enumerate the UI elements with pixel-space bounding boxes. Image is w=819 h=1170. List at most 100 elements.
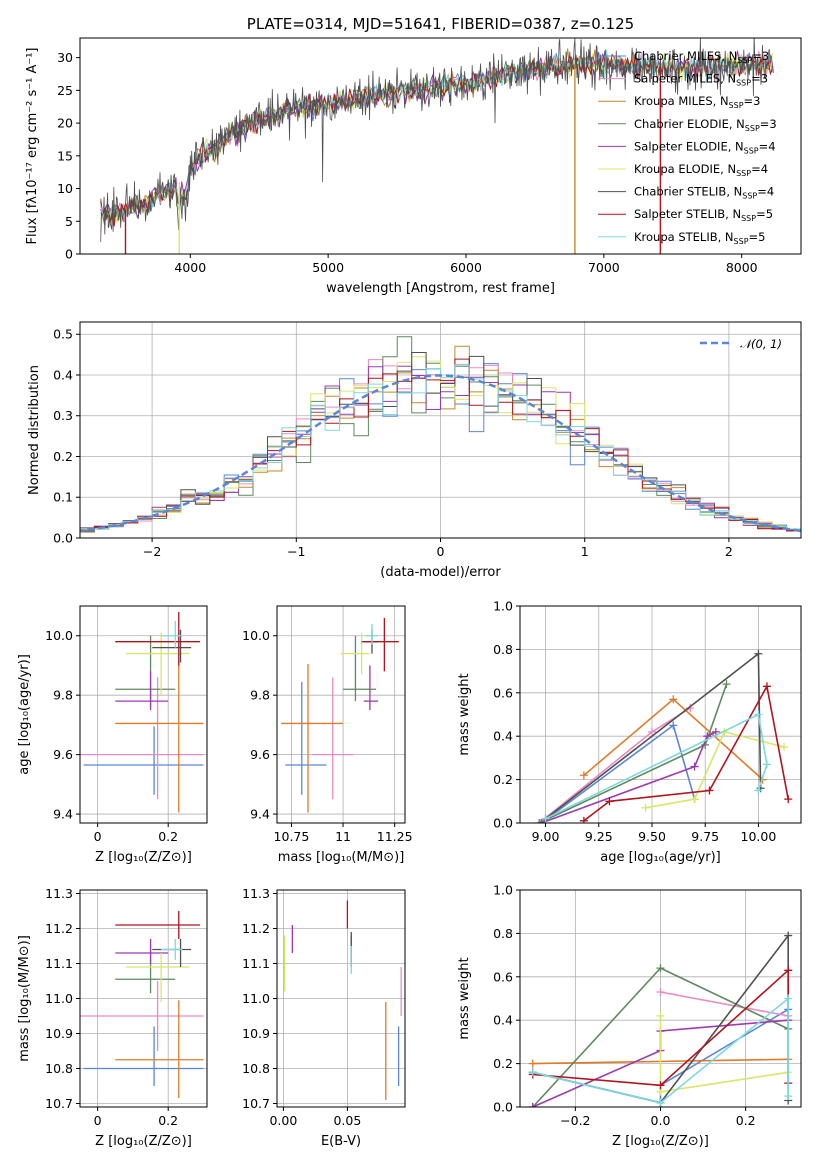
errorbar-point bbox=[115, 671, 169, 711]
x-tick-label: 4000 bbox=[174, 260, 206, 275]
y-tick-label: 0.6 bbox=[493, 685, 513, 700]
x-tick-label: 6000 bbox=[450, 260, 482, 275]
errorbar-point bbox=[80, 981, 204, 1051]
y-tick-label: 10.9 bbox=[45, 1026, 73, 1041]
mass-weight-marker bbox=[656, 1011, 665, 1020]
mass-weight-marker bbox=[656, 1081, 665, 1090]
errorbar-point bbox=[365, 623, 379, 645]
legend-entry: Chabrier STELIB, NSSP=4 bbox=[634, 185, 774, 201]
x-tick-label: 7000 bbox=[588, 260, 620, 275]
plot-area-mass_vs_ebv bbox=[284, 900, 402, 1100]
y-tick-label: 10.8 bbox=[45, 1061, 73, 1076]
plot-area-age_vs_Z bbox=[80, 611, 204, 813]
plot-area-mass_vs_Z bbox=[80, 911, 204, 1099]
x-tick-label: 0.05 bbox=[333, 1113, 361, 1128]
y-tick-label: 9.8 bbox=[250, 688, 270, 703]
errorbar-point bbox=[115, 663, 204, 813]
mass-weight-marker bbox=[647, 727, 656, 736]
x-tick-label: 9.25 bbox=[585, 829, 613, 844]
mass-weight-marker bbox=[579, 771, 588, 780]
plot-area-weight_vs_age bbox=[535, 649, 793, 823]
axis-frame-weight_vs_Z: −0.2 0.0 0.2 0.0 0.2 0.4 0.6 0.8 1.0 Z [log₁₀(Z/Z… bbox=[457, 883, 802, 1149]
mass-weight-marker bbox=[690, 795, 699, 804]
mass-weight-marker bbox=[605, 797, 614, 806]
legend-entry: Kroupa ELODIE, NSSP=4 bbox=[634, 162, 768, 178]
mass-weight-marker bbox=[690, 762, 699, 771]
x-tick-label: −0.2 bbox=[560, 1113, 590, 1128]
legend-entry: Salpeter ELODIE, NSSP=4 bbox=[634, 139, 776, 155]
mass-weight-marker bbox=[784, 1092, 793, 1101]
errorbar-point bbox=[161, 939, 183, 960]
errorbar-point bbox=[285, 681, 327, 795]
x-axis-label: wavelength [Angstrom, rest frame] bbox=[326, 281, 555, 296]
axis-frame-age_vs_Z: 0 0.2 9.4 9.6 9.8 10.0 Z [log₁₀(Z/Z⊙)] age [log… bbox=[17, 605, 208, 865]
x-tick-label: 10.75 bbox=[274, 829, 310, 844]
errorbar-point bbox=[363, 617, 399, 672]
x-tick-label: 10.00 bbox=[741, 829, 777, 844]
y-tick-label: 5 bbox=[65, 214, 73, 229]
x-tick-label: 2 bbox=[725, 544, 733, 559]
x-tick-label: 1 bbox=[581, 544, 589, 559]
y-tick-label: 0.4 bbox=[493, 1013, 513, 1028]
mass-weight-line bbox=[540, 724, 696, 823]
y-tick-label: 9.4 bbox=[250, 807, 270, 822]
y-tick-label: 0.0 bbox=[493, 816, 513, 831]
errorbar-point bbox=[363, 665, 379, 711]
x-tick-label: 0.2 bbox=[736, 1113, 756, 1128]
errorbar-point bbox=[115, 1000, 204, 1099]
x-tick-label: 9.00 bbox=[532, 829, 560, 844]
observed-spectrum-line bbox=[100, 38, 774, 242]
y-tick-label: 0.2 bbox=[493, 772, 513, 787]
errorbar-point bbox=[83, 726, 204, 795]
x-tick-label: 9.75 bbox=[691, 829, 719, 844]
y-tick-label: 0.2 bbox=[493, 1056, 513, 1071]
errorbar-point bbox=[281, 663, 344, 813]
axis-frame-weight_vs_age: 9.00 9.25 9.50 9.75 10.00 0.0 0.2 0.4 0.6 0.8 1.0 a… bbox=[457, 599, 802, 865]
mass-weight-marker bbox=[754, 786, 763, 795]
x-axis-label: mass [log₁₀(M/M⊙)] bbox=[278, 850, 405, 865]
mass-weight-line bbox=[660, 991, 789, 1017]
axes-frame bbox=[519, 605, 802, 824]
errorbar-point bbox=[115, 944, 176, 994]
errorbar-point bbox=[312, 677, 354, 800]
y-tick-label: 0.0 bbox=[53, 531, 73, 546]
y-axis-label: mass weight bbox=[457, 673, 472, 755]
errorbar-point bbox=[115, 911, 200, 939]
x-tick-label: 0.00 bbox=[269, 1113, 297, 1128]
y-tick-label: 0.8 bbox=[493, 926, 513, 941]
errorbar-point bbox=[80, 677, 204, 800]
y-tick-label: 11.1 bbox=[242, 956, 270, 971]
y-tick-label: 9.6 bbox=[53, 747, 73, 762]
errorbar-point bbox=[115, 611, 200, 666]
chart-title: PLATE=0314, MJD=51641, FIBERID=0387, z=0… bbox=[247, 15, 634, 33]
mass-weight-marker bbox=[784, 966, 793, 975]
mass-weight-marker bbox=[535, 819, 544, 823]
errorbar-point bbox=[152, 629, 192, 663]
y-tick-label: 9.4 bbox=[53, 807, 73, 822]
y-tick-label: 0.5 bbox=[53, 327, 73, 342]
y-tick-label: 10.0 bbox=[45, 628, 73, 643]
y-tick-label: 10.7 bbox=[45, 1096, 73, 1111]
y-tick-label: 11.3 bbox=[45, 886, 73, 901]
mass-weight-line bbox=[532, 996, 789, 1104]
y-tick-label: 9.8 bbox=[53, 688, 73, 703]
y-axis-label: Flux [fλ10⁻¹⁷ erg cm⁻² s⁻¹ A⁻¹] bbox=[25, 48, 40, 245]
axis-frame-residuals: −2 −1 0 1 2 0.0 0.1 0.2 0.3 0.4 0.5 (data-model)/er… bbox=[27, 321, 802, 580]
x-tick-label: 11 bbox=[335, 829, 351, 844]
gaussian-curve bbox=[80, 374, 801, 533]
x-tick-label: −2 bbox=[143, 544, 161, 559]
legend-entry: Salpeter MILES, NSSP=3 bbox=[634, 72, 768, 88]
mass-weight-line bbox=[645, 730, 785, 809]
x-axis-label: age [log₁₀(age/yr)] bbox=[600, 850, 721, 865]
x-tick-label: −1 bbox=[287, 544, 305, 559]
mass-weight-marker bbox=[641, 803, 650, 812]
x-tick-label: 0.2 bbox=[158, 1113, 178, 1128]
y-tick-label: 10.0 bbox=[242, 628, 270, 643]
x-tick-label: 9.50 bbox=[638, 829, 666, 844]
mass-weight-marker bbox=[656, 987, 665, 996]
y-tick-label: 0.8 bbox=[493, 642, 513, 657]
y-tick-label: 1.0 bbox=[493, 599, 513, 614]
mass-weight-marker bbox=[528, 1068, 537, 1077]
errorbar-point bbox=[341, 632, 370, 675]
x-axis-label: Z [log₁₀(Z/Z⊙)] bbox=[612, 1134, 709, 1149]
